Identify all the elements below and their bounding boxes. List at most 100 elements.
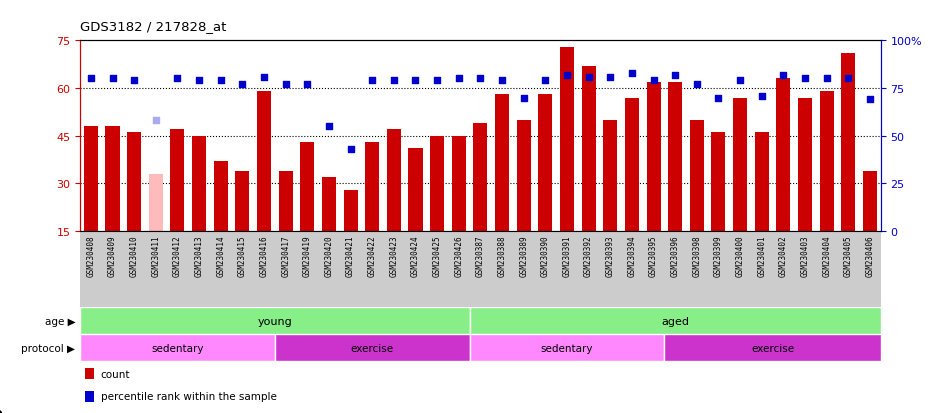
Text: GSM230426: GSM230426	[454, 235, 463, 277]
Bar	[365, 142, 380, 231]
Text: GSM230398: GSM230398	[692, 235, 702, 277]
Bar	[729, 231, 751, 308]
Text: GSM230419: GSM230419	[302, 235, 312, 277]
Bar	[297, 231, 318, 308]
Point	[170, 76, 185, 83]
Point	[126, 78, 141, 85]
Point	[386, 78, 401, 85]
Text: GSM230387: GSM230387	[476, 235, 485, 277]
Point	[408, 78, 423, 85]
Point	[798, 76, 813, 83]
Bar	[192, 136, 206, 231]
Text: sedentary: sedentary	[541, 343, 593, 353]
Text: GSM230395: GSM230395	[649, 235, 658, 277]
Text: GSM230404: GSM230404	[822, 235, 831, 277]
Bar	[300, 142, 315, 231]
Bar	[318, 231, 340, 308]
Text: GSM230421: GSM230421	[346, 235, 355, 277]
Text: GSM230416: GSM230416	[259, 235, 268, 277]
Text: GSM230393: GSM230393	[606, 235, 615, 277]
Bar	[707, 231, 729, 308]
Text: GSM230410: GSM230410	[130, 235, 138, 277]
Bar	[344, 190, 358, 231]
Text: GSM230425: GSM230425	[432, 235, 442, 277]
Text: GSM230405: GSM230405	[844, 235, 853, 277]
Text: age ▶: age ▶	[44, 316, 75, 326]
Bar	[560, 47, 574, 231]
Bar	[362, 231, 383, 308]
Bar	[581, 66, 595, 231]
Point	[105, 76, 120, 83]
Text: GSM230414: GSM230414	[217, 235, 225, 277]
Bar	[642, 231, 664, 308]
Bar	[538, 95, 552, 231]
Bar	[383, 231, 405, 308]
Bar	[257, 92, 271, 231]
Bar	[837, 231, 859, 308]
Bar	[387, 130, 401, 231]
Text: GSM230392: GSM230392	[584, 235, 593, 277]
Bar	[80, 335, 275, 361]
Point	[473, 76, 488, 83]
Bar	[556, 231, 577, 308]
Text: GSM230424: GSM230424	[411, 235, 420, 277]
Text: exercise: exercise	[751, 343, 794, 353]
Bar	[474, 123, 487, 231]
Point	[321, 123, 336, 130]
Bar	[603, 121, 617, 231]
Bar	[491, 231, 512, 308]
Bar	[599, 231, 621, 308]
Text: GSM230415: GSM230415	[238, 235, 247, 277]
Bar	[448, 231, 470, 308]
Point	[278, 82, 293, 88]
Point	[235, 82, 250, 88]
Text: GSM230401: GSM230401	[757, 235, 766, 277]
Text: protocol ▶: protocol ▶	[22, 343, 75, 353]
Bar	[751, 231, 772, 308]
Point	[625, 70, 640, 77]
Point	[668, 72, 683, 79]
Point	[495, 78, 510, 85]
Bar	[145, 231, 167, 308]
Text: GSM230389: GSM230389	[519, 235, 528, 277]
Bar	[232, 231, 253, 308]
Bar	[686, 231, 707, 308]
Bar	[512, 231, 534, 308]
Text: GSM230394: GSM230394	[627, 235, 637, 277]
Text: percentile rank within the sample: percentile rank within the sample	[101, 392, 277, 401]
Bar	[279, 171, 293, 231]
Bar	[80, 308, 470, 335]
Point	[256, 74, 271, 81]
Text: GSM230403: GSM230403	[801, 235, 809, 277]
Bar	[430, 136, 445, 231]
Bar	[127, 133, 141, 231]
Point	[711, 95, 726, 102]
Bar	[123, 231, 145, 308]
Text: GSM230400: GSM230400	[736, 235, 744, 277]
Text: GSM230408: GSM230408	[87, 235, 95, 277]
Bar	[210, 231, 232, 308]
Point	[733, 78, 748, 85]
Bar	[755, 133, 769, 231]
Text: GDS3182 / 217828_at: GDS3182 / 217828_at	[80, 20, 226, 33]
Bar	[409, 149, 423, 231]
Bar	[863, 171, 877, 231]
Point	[83, 76, 98, 83]
Bar	[275, 231, 297, 308]
Text: sedentary: sedentary	[152, 343, 203, 353]
Bar	[340, 231, 362, 308]
Point	[191, 78, 206, 85]
Point	[863, 97, 878, 104]
Bar	[102, 231, 123, 308]
Text: GSM230417: GSM230417	[281, 235, 290, 277]
Text: GSM230423: GSM230423	[389, 235, 398, 277]
Text: exercise: exercise	[350, 343, 394, 353]
Bar	[149, 174, 163, 231]
Point	[451, 76, 466, 83]
Point	[690, 82, 705, 88]
Bar	[776, 79, 790, 231]
Point	[755, 93, 770, 100]
Bar	[794, 231, 816, 308]
Bar	[275, 335, 470, 361]
Bar	[798, 98, 812, 231]
